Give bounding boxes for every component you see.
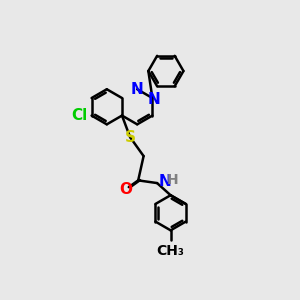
Text: O: O (119, 182, 133, 197)
Text: H: H (167, 173, 178, 188)
Text: Cl: Cl (71, 108, 88, 123)
Text: CH₃: CH₃ (157, 244, 184, 258)
Text: S: S (124, 130, 136, 145)
Text: N: N (131, 82, 144, 97)
Text: N: N (147, 92, 160, 107)
Text: N: N (158, 174, 171, 189)
